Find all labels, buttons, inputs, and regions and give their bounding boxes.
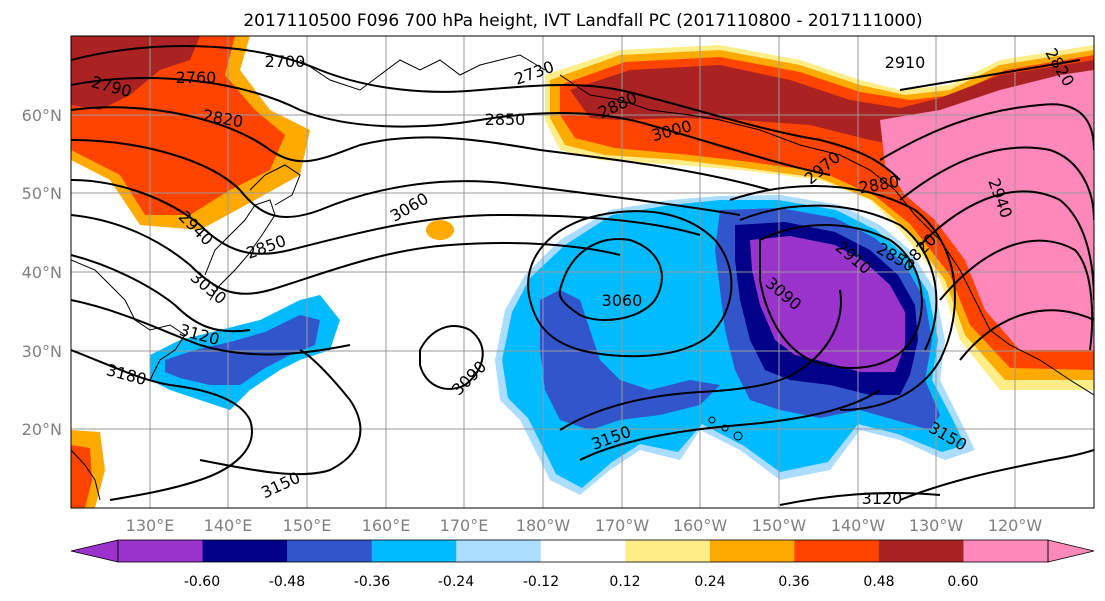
contour-label: 2850	[485, 110, 526, 129]
map-panel: 2790 2760 2700 2730 2820 2850 2880 3000 …	[70, 35, 1095, 509]
colorbar-segment	[371, 540, 457, 562]
colorbar-segment	[794, 540, 880, 562]
ivt-negative-region-east-max	[750, 236, 905, 372]
lon-label: 150°E	[283, 516, 332, 535]
colorbar-extend-min	[70, 539, 119, 563]
colorbar-tick-label: -0.60	[184, 574, 220, 590]
colorbar-tick-label: -0.24	[438, 574, 474, 590]
lon-label: 140°W	[831, 516, 886, 535]
height-contours	[71, 45, 1094, 506]
colorbar-segment	[456, 540, 542, 562]
colorbar: -0.60 -0.48 -0.36 -0.24 -0.12 0.12 0.24 …	[70, 539, 1095, 590]
colorbar-frame	[117, 539, 1049, 563]
coastlines	[71, 54, 1094, 501]
lon-label: 160°E	[362, 516, 411, 535]
lat-label: 50°N	[22, 184, 62, 203]
lon-label: 170°E	[440, 516, 489, 535]
colorbar-tick-label: 0.24	[694, 574, 725, 590]
colorbar-tick-label: 0.60	[947, 574, 978, 590]
colorbar-tick-label: 0.12	[609, 574, 640, 590]
ivt-positive-region-canada-max	[880, 70, 1094, 350]
longitude-labels: 130°E 140°E 150°E 160°E 170°E 180°W 170°…	[126, 516, 1043, 535]
lon-label: 180°W	[516, 516, 571, 535]
lat-label: 40°N	[22, 263, 62, 282]
map-frame	[70, 35, 1095, 509]
lon-label: 130°E	[126, 516, 175, 535]
lon-label: 170°W	[595, 516, 650, 535]
hawaii-islands	[708, 416, 743, 441]
lon-label: 140°E	[204, 516, 253, 535]
colorbar-tick-label: -0.48	[269, 574, 305, 590]
colorbar-segment	[287, 540, 373, 562]
colorbar-tick-label: -0.12	[523, 574, 559, 590]
colorbar-segment	[878, 540, 964, 562]
lon-label: 130°W	[909, 516, 964, 535]
ivt-shading	[71, 36, 1094, 508]
colorbar-segment	[202, 540, 288, 562]
lon-label: 120°W	[988, 516, 1043, 535]
colorbar-segment	[625, 540, 711, 562]
colorbar-segment	[118, 540, 204, 562]
colorbar-extend-max	[1047, 539, 1095, 563]
colorbar-tick-labels: -0.60 -0.48 -0.36 -0.24 -0.12 0.12 0.24 …	[184, 574, 979, 590]
colorbar-tick-label: 0.36	[778, 574, 809, 590]
contour-label: 3120	[862, 489, 903, 508]
colorbar-segment	[963, 540, 1049, 562]
contour-label: 3060	[602, 291, 643, 310]
ivt-positive-blob-170e	[426, 220, 454, 240]
lat-label: 20°N	[22, 420, 62, 439]
lat-label: 30°N	[22, 342, 62, 361]
ivt-positive-region-south-asia-core	[71, 445, 92, 508]
colorbar-segments	[70, 539, 1095, 563]
colorbar-segment	[709, 540, 795, 562]
lon-label: 150°W	[752, 516, 807, 535]
ivt-negative-region-west-core	[165, 315, 320, 385]
colorbar-segment	[540, 540, 626, 562]
lon-label: 160°W	[673, 516, 728, 535]
contour-label: 2760	[176, 68, 217, 87]
ivt-positive-region-asia-strong	[71, 36, 200, 110]
contour-label: 2910	[885, 53, 926, 72]
colorbar-tick-label: 0.48	[863, 574, 894, 590]
plot-title: 2017110500 F096 700 hPa height, IVT Land…	[243, 11, 922, 31]
lat-label: 60°N	[22, 106, 62, 125]
latitude-labels: 60°N 50°N 40°N 30°N 20°N	[22, 106, 62, 439]
colorbar-tick-label: -0.36	[354, 574, 390, 590]
contour-label: 2700	[265, 52, 306, 71]
